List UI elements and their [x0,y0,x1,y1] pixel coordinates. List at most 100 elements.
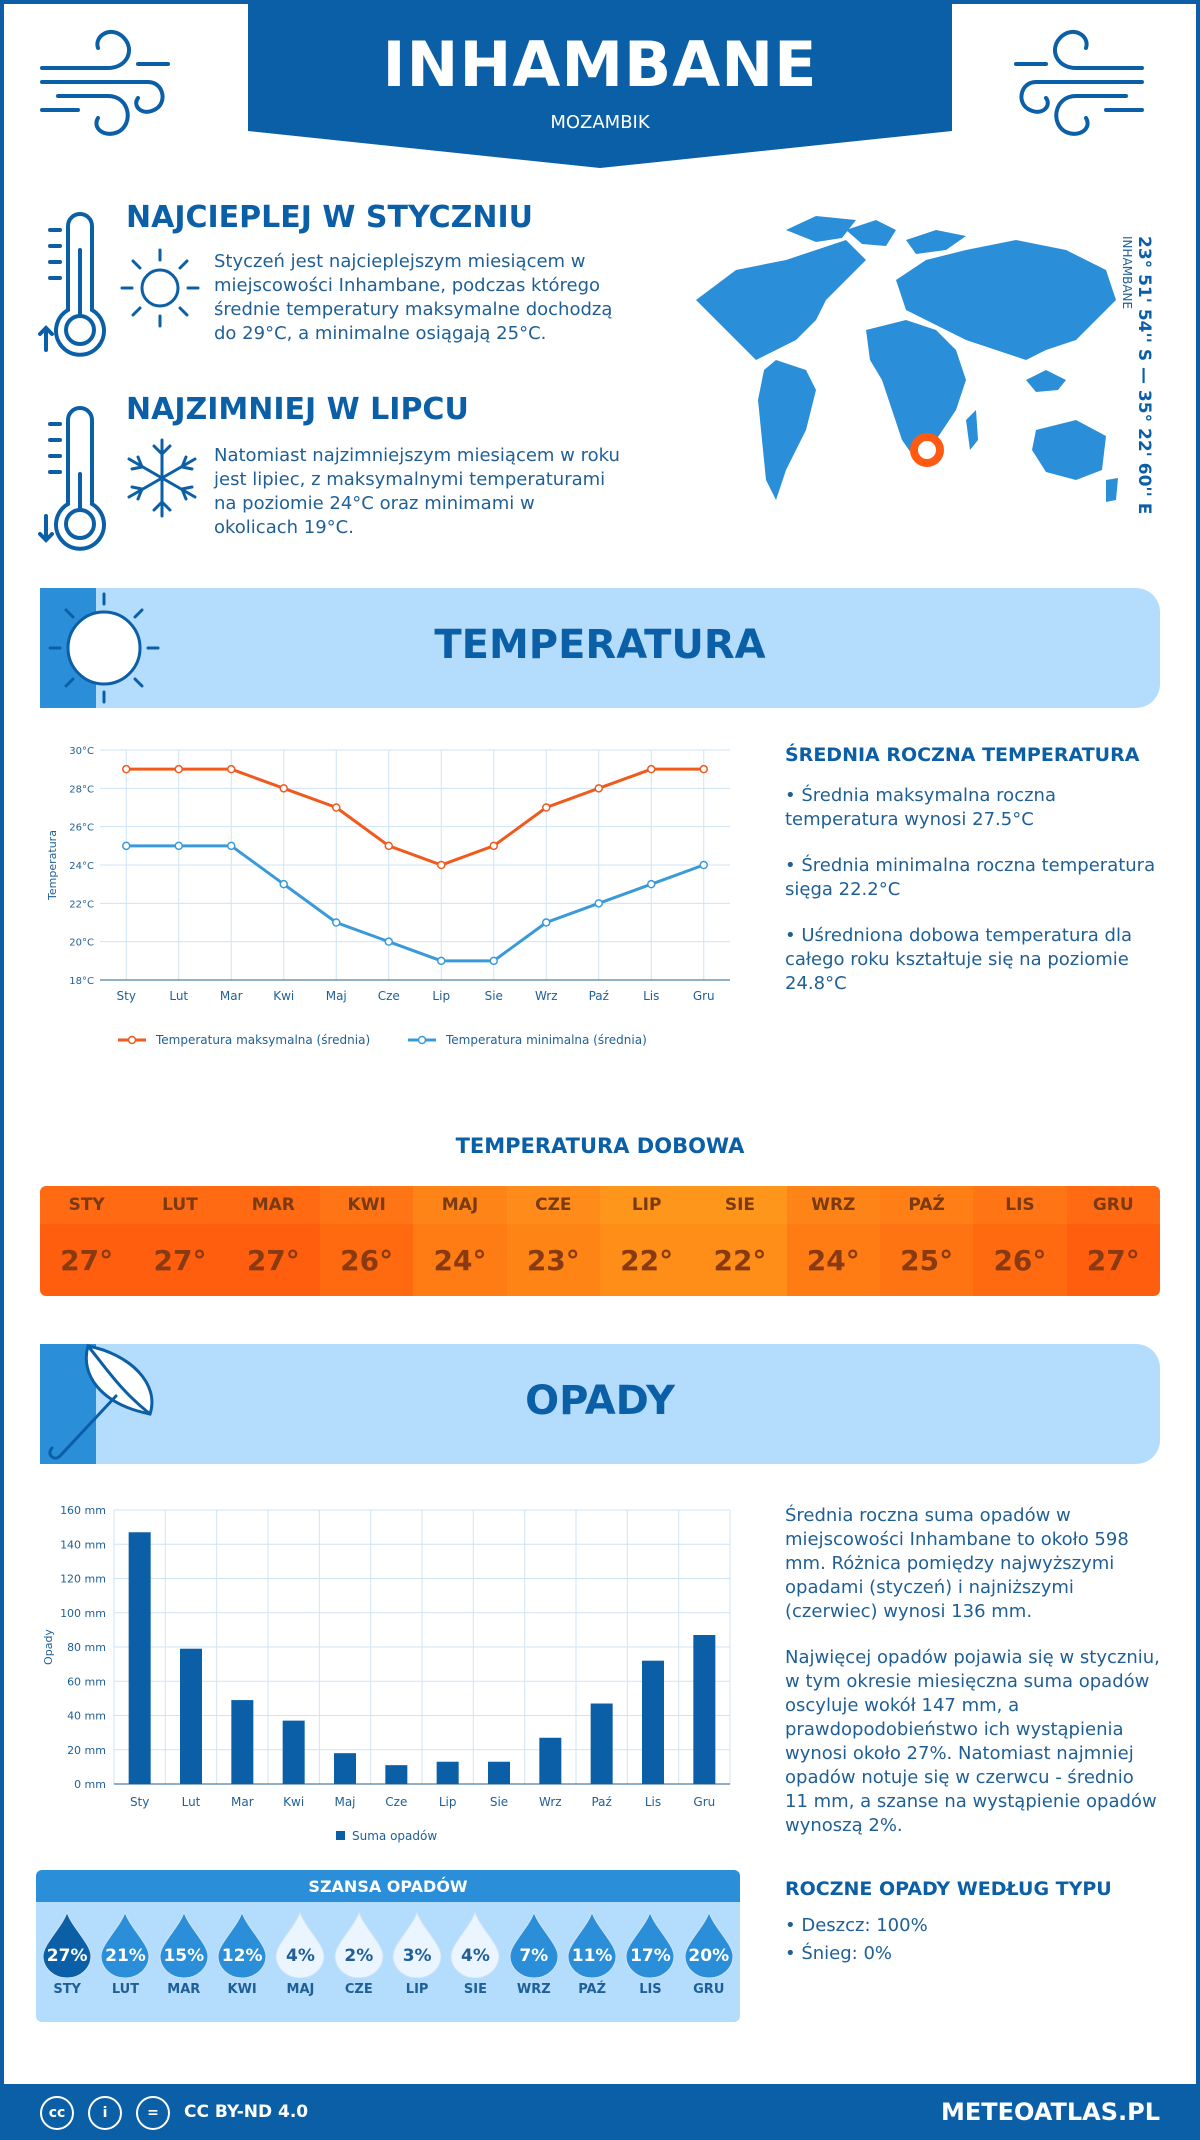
rain-chance-month: GRU [693,1982,725,1997]
daily-temp-value: 26° [319,1224,414,1296]
temp-ytick: 28°C [69,784,94,795]
temperature-title: TEMPERATURA [434,622,766,668]
temp-xtick: Lut [169,989,188,1003]
raindrop-icon: 17% [624,1910,676,1979]
raindrop-icon: 27% [41,1910,93,1979]
rain-bar [590,1703,613,1784]
raindrop-icon: 2% [333,1910,385,1979]
temp-ylabel: Temperatura [46,830,59,901]
warmest-text: Styczeń jest najcieplejszym miesiącem w … [214,251,613,344]
temp-point [279,784,288,793]
site-link[interactable]: METEOATLAS.PL [940,2098,1160,2126]
temp-ytick: 26°C [69,823,94,834]
raindrop-icon: 20% [683,1910,735,1979]
rain-chance-month: PAŹ [578,1982,607,1997]
daily-temp-cell: LIS 26° [973,1186,1067,1296]
temp-point [542,918,551,927]
raindrop-icon: 4% [449,1910,501,1979]
precip-snow: • Śnieg: 0% [785,1943,893,1964]
rain-ytick: 60 mm [67,1675,106,1688]
precip-detail: Najwięcej opadów pojawia się w styczniu,… [785,1647,1160,1836]
daily-temp-table: STY 27° LUT 27° MAR 27° KWI 26° MAJ 24° CZE 23° LIP 2… [40,1186,1160,1296]
precip-type-title: ROCZNE OPADY WEDŁUG TYPU [785,1878,1112,1900]
rain-legend-label: Suma opadów [352,1829,437,1843]
rain-chance-value: 21% [105,1946,146,1966]
temp-point [122,764,131,774]
world-map [696,216,1118,502]
daily-temp-month: MAJ [413,1186,507,1224]
temp-point [174,764,183,774]
rain-chance-month: STY [53,1982,81,1997]
rain-bar [231,1700,254,1784]
rain-chance-title: SZANSA OPADÓW [36,1870,740,1902]
wind-icon-right [1014,29,1144,136]
location-marker [910,433,944,467]
coldest-text: Natomiast najzimniejszym miesiącem w rok… [214,445,620,538]
rain-chance-value: 15% [163,1946,205,1966]
rain-xtick: Kwi [283,1795,304,1809]
daily-temp-month: MAR [226,1186,320,1224]
sun-icon [120,248,200,328]
attribution-icon[interactable]: i [88,2096,122,2130]
cc-icon[interactable]: cc [40,2096,74,2130]
temp-xtick: Maj [326,989,347,1003]
temp-series-line-0 [126,767,704,867]
rain-xtick: Maj [334,1795,355,1809]
rain-bar [642,1660,664,1784]
precip-summary: Średnia roczna suma opadów w miejscowośc… [785,1505,1129,1622]
rain-chance-item: 21% LUT [97,1910,153,1997]
rain-chance-item: 7% WRZ [506,1910,562,1997]
rain-chance-item: 4% MAJ [272,1910,328,1997]
daily-temp-month: CZE [506,1186,600,1224]
rain-chance-month: CZE [344,1982,373,1997]
wind-icon-left [40,29,170,136]
temp-legend-marker [417,1035,427,1045]
temp-point [699,860,708,870]
daily-temp-month: WRZ [786,1186,880,1224]
temp-point [174,841,183,851]
temp-point [489,841,498,851]
rain-chance-value: 17% [630,1946,671,1966]
daily-temp-value: 25° [879,1224,974,1296]
no-derivatives-icon[interactable]: = [136,2096,170,2130]
rain-chance-value: 3% [402,1946,432,1966]
precipitation-banner: OPADY [40,1344,1160,1464]
rain-chance-item: 20% GRU [681,1910,737,1997]
daily-temp-value: 22° [599,1224,694,1296]
temp-point [437,860,446,870]
daily-temp-cell: CZE 23° [506,1186,600,1296]
daily-temp-cell: STY 27° [40,1186,134,1296]
temp-point [437,956,446,966]
rain-xtick: Lis [645,1795,661,1809]
coldest-title: NAJZIMNIEJ W LIPCU [126,392,469,427]
daily-temp-value: 27° [133,1224,227,1296]
temp-point [699,764,708,774]
warmest-title: NAJCIEPLEJ W STYCZNIU [126,200,534,235]
daily-temp-cell: MAR 27° [226,1186,320,1296]
daily-temp-value: 23° [506,1224,600,1296]
temp-xtick: Paź [589,989,609,1003]
daily-temp-month: STY [40,1186,134,1224]
temp-xtick: Sty [117,989,136,1003]
daily-temp-cell: WRZ 24° [786,1186,880,1296]
raindrop-icon: 12% [216,1910,268,1979]
rain-chance-panel: SZANSA OPADÓW 27% STY 21% LUT 15% MAR 12% KWI 4%… [36,1870,740,2022]
temp-point [227,841,236,851]
rain-chance-value: 20% [688,1946,730,1966]
license-label[interactable]: CC BY-ND 4.0 [184,2102,309,2122]
daily-temp-value: 27° [1066,1224,1160,1296]
daily-temp-cell: LUT 27° [133,1186,227,1296]
rain-bar [180,1648,202,1784]
daily-temp-value: 27° [40,1224,134,1296]
rain-xtick: Mar [231,1795,254,1809]
rain-xtick: Sie [490,1795,508,1809]
daily-temp-cell: SIE 22° [693,1186,787,1296]
temp-stat-avg: • Uśredniona dobowa temperatura dla całe… [785,925,1133,994]
rain-chance-item: 15% MAR [156,1910,212,1997]
rain-xtick: Lut [182,1795,201,1809]
daily-temp-value: 27° [226,1224,320,1296]
temp-ytick: 20°C [69,938,94,949]
daily-temp-month: SIE [693,1186,787,1224]
temp-point [489,956,498,966]
rain-xtick: Paź [591,1795,611,1809]
